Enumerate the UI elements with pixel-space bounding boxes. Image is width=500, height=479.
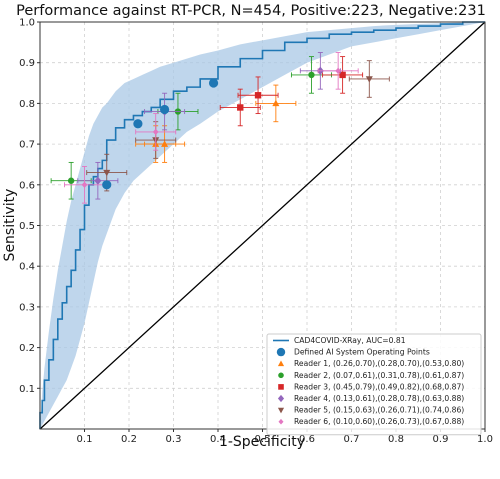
legend-reader-1-label: Reader 1, (0.26,0.70),(0.28,0.70),(0.53,… bbox=[294, 359, 464, 368]
reader-1-marker bbox=[161, 140, 169, 147]
reader-6-marker bbox=[81, 181, 88, 188]
operating-points bbox=[102, 78, 219, 190]
y-tick-label: 1.0 bbox=[19, 18, 35, 29]
y-tick-label: 0.7 bbox=[19, 140, 35, 151]
x-tick-label: 0.5 bbox=[255, 434, 271, 445]
x-tick-label: 0.2 bbox=[121, 434, 137, 445]
y-axis-label: Sensitivity bbox=[2, 189, 18, 262]
roc-confidence-band bbox=[40, 22, 485, 429]
legend-reader-4-label: Reader 4, (0.13,0.61),(0.28,0.78),(0.63,… bbox=[294, 394, 464, 403]
y-tick-label: 0.2 bbox=[19, 343, 35, 354]
reader-5-marker bbox=[365, 76, 373, 83]
x-tick-label: 0.1 bbox=[77, 434, 93, 445]
reader-6-point bbox=[135, 113, 177, 151]
y-tick-label: 0.1 bbox=[19, 384, 35, 395]
y-tick-label: 0.5 bbox=[19, 221, 35, 232]
reader-1-marker bbox=[272, 99, 280, 107]
reader-3-marker bbox=[339, 71, 346, 79]
legend-reader-3-label: Reader 3, (0.45,0.79),(0.49,0.82),(0.68,… bbox=[294, 382, 464, 391]
reader-3-point bbox=[322, 56, 364, 94]
legend-reader-6-label: Reader 6, (0.10,0.60),(0.26,0.73),(0.67,… bbox=[294, 417, 464, 426]
legend-op-label: Defined AI System Operating Points bbox=[294, 348, 430, 357]
y-tick-label: 0.8 bbox=[19, 99, 35, 110]
legend-reader-2-label: Reader 2, (0.07,0.61),(0.31,0.78),(0.61,… bbox=[294, 371, 464, 380]
legend-reader-5-swatch bbox=[277, 407, 285, 414]
x-tick-label: 1.0 bbox=[477, 434, 493, 445]
legend-reader-4-swatch bbox=[277, 394, 285, 403]
legend-reader-5-label: Reader 5, (0.15,0.63),(0.26,0.71),(0.74,… bbox=[294, 406, 464, 415]
reader-2-marker bbox=[67, 177, 75, 184]
x-tick-label: 0.4 bbox=[210, 434, 226, 445]
reader-6-marker bbox=[335, 67, 342, 75]
reader-3-marker bbox=[237, 104, 244, 111]
legend-reader-6-swatch bbox=[278, 418, 284, 425]
y-tick-label: 0.4 bbox=[19, 262, 35, 273]
legend: CAD4COVID-XRay, AUC=0.81 Defined AI Syste… bbox=[266, 333, 482, 436]
chart-title: Performance against RT-PCR, N=454, Posit… bbox=[16, 3, 486, 19]
x-tick-label: 0.3 bbox=[166, 434, 182, 445]
x-tick-label: 0.7 bbox=[344, 434, 360, 445]
reader-5-point bbox=[86, 153, 128, 192]
x-tick-label: 0.8 bbox=[388, 434, 404, 445]
y-tick-label: 0.3 bbox=[19, 302, 35, 313]
reader-3-marker bbox=[254, 92, 262, 99]
operating-point bbox=[160, 104, 170, 115]
legend-reader-3-swatch bbox=[278, 384, 284, 390]
reader-6-point bbox=[64, 166, 105, 204]
reader-4-marker bbox=[94, 176, 102, 185]
legend-reader-1-swatch bbox=[277, 360, 285, 367]
legend-roc-label: CAD4COVID-XRay, AUC=0.81 bbox=[294, 336, 406, 345]
reader-6-point bbox=[317, 52, 359, 90]
operating-point bbox=[208, 78, 219, 88]
legend-box bbox=[266, 333, 482, 436]
operating-point bbox=[133, 119, 143, 129]
reader-5-marker bbox=[103, 169, 111, 177]
x-tick-label: 0.6 bbox=[299, 434, 315, 445]
legend-op-swatch bbox=[276, 347, 286, 357]
x-axis-label: 1-Specificity bbox=[219, 434, 305, 450]
roc-curve bbox=[39, 21, 485, 429]
legend-reader-2-swatch bbox=[278, 372, 284, 379]
reader-5-point bbox=[348, 60, 390, 98]
reader-2-marker bbox=[308, 71, 315, 79]
reader-points bbox=[50, 52, 390, 204]
x-tick-label: 0.9 bbox=[433, 434, 449, 445]
y-tick-label: 0.6 bbox=[19, 180, 35, 191]
y-tick-label: 0.9 bbox=[19, 58, 35, 69]
reader-3-point bbox=[237, 76, 279, 115]
chance-diagonal bbox=[39, 21, 486, 430]
reader-6-marker bbox=[152, 128, 159, 136]
reader-1-point bbox=[255, 84, 297, 123]
operating-point bbox=[102, 180, 112, 190]
axis-ticks: 0.1 0.2 0.3 0.4 0.5 0.6 0.7 0.8 0.9 1.0 0.1 0.2 0.3 0… bbox=[19, 18, 493, 446]
confidence-band-area bbox=[40, 22, 485, 429]
diagonal-line bbox=[39, 21, 486, 430]
roc-line bbox=[39, 21, 485, 429]
